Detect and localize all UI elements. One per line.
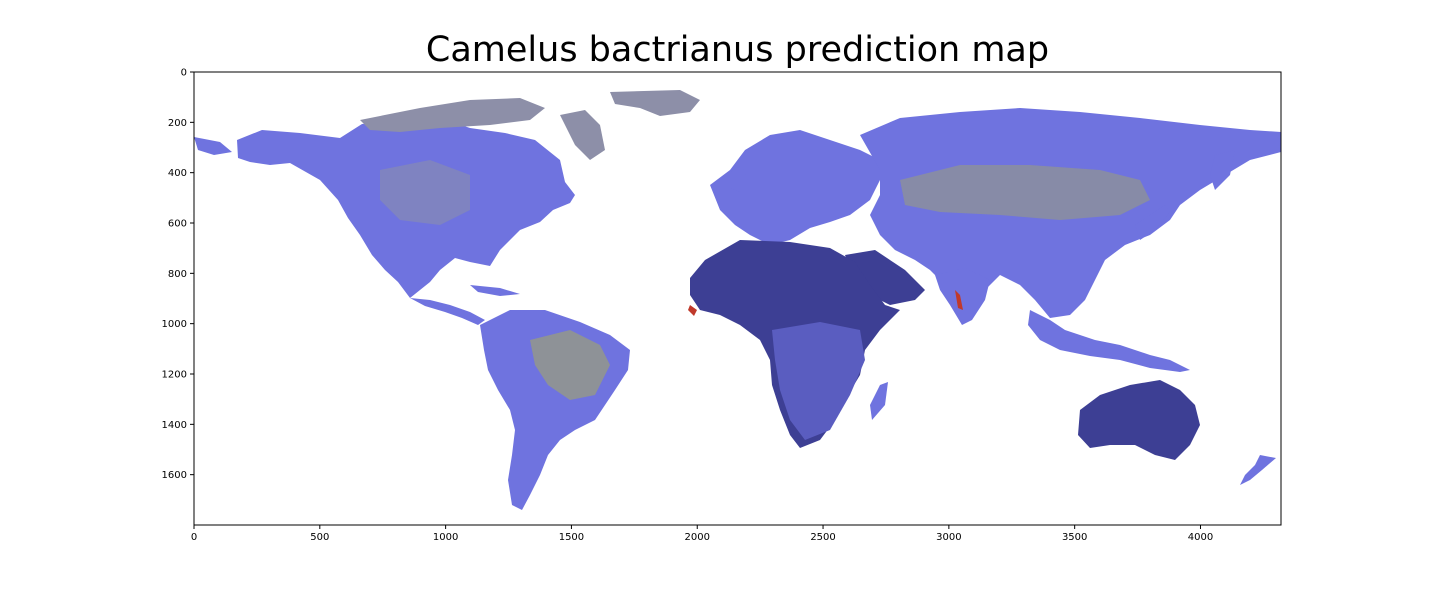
x-tick-label: 3000 bbox=[936, 532, 961, 543]
x-tick-label: 500 bbox=[310, 532, 329, 543]
plot-frame bbox=[193, 71, 1282, 526]
landmass-africa-south bbox=[772, 322, 865, 440]
x-axis: 0 500 1000 1500 2000 2500 3000 3500 4000 bbox=[191, 525, 1213, 543]
landmass-japan bbox=[1135, 205, 1170, 240]
landmass-arctic-east bbox=[610, 90, 700, 116]
x-tick-label: 0 bbox=[191, 532, 197, 543]
y-tick-label: 200 bbox=[168, 118, 187, 129]
x-tick-label: 1000 bbox=[433, 532, 458, 543]
y-tick-label: 600 bbox=[168, 219, 187, 230]
landmass-asia-olive bbox=[900, 165, 1150, 220]
landmass-arabia bbox=[845, 250, 925, 305]
landmass-caribbean bbox=[470, 285, 520, 296]
hotspot-west-africa bbox=[688, 305, 697, 316]
x-tick-label: 2500 bbox=[810, 532, 835, 543]
y-tick-label: 0 bbox=[181, 68, 187, 79]
y-tick-label: 400 bbox=[168, 168, 187, 179]
y-tick-label: 1600 bbox=[162, 470, 187, 481]
map-title: Camelus bactrianus prediction map bbox=[425, 30, 1050, 70]
y-tick-label: 1200 bbox=[162, 370, 187, 381]
y-tick-label: 800 bbox=[168, 269, 187, 280]
landmass-uk bbox=[730, 165, 748, 192]
landmass-europe bbox=[710, 130, 880, 245]
landmass-central-america bbox=[410, 298, 485, 325]
landmass-alaska bbox=[194, 137, 232, 155]
landmass-south-america-olive bbox=[530, 330, 610, 400]
landmass-arctic-islands bbox=[360, 98, 545, 132]
x-tick-label: 4000 bbox=[1188, 532, 1213, 543]
y-tick-label: 1400 bbox=[162, 420, 187, 431]
map-land bbox=[194, 90, 1281, 510]
x-tick-label: 3500 bbox=[1062, 532, 1087, 543]
x-tick-label: 2000 bbox=[685, 532, 710, 543]
landmass-madagascar bbox=[870, 382, 888, 420]
x-tick-label: 1500 bbox=[559, 532, 584, 543]
landmass-india bbox=[935, 268, 990, 325]
hotspot-india-west bbox=[955, 290, 963, 310]
y-axis: 0 200 400 600 800 1000 1200 1400 1600 bbox=[162, 68, 194, 481]
landmass-kamchatka bbox=[1210, 150, 1235, 190]
y-tick-label: 1000 bbox=[162, 319, 187, 330]
landmass-north-america-interior bbox=[380, 160, 470, 225]
landmass-southeast-asia bbox=[1028, 310, 1190, 372]
landmass-new-zealand bbox=[1240, 455, 1276, 485]
landmass-baffin bbox=[560, 110, 605, 160]
landmass-australia bbox=[1078, 380, 1200, 460]
